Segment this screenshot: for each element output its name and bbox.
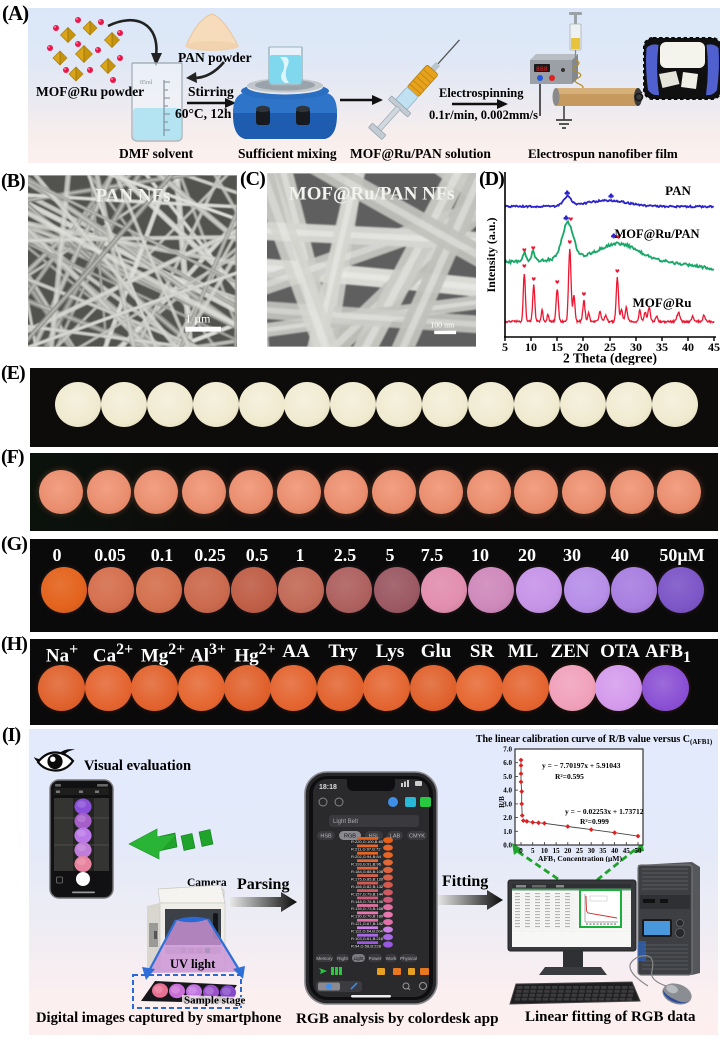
svg-text:45: 45 — [708, 340, 720, 354]
svg-text:4.0: 4.0 — [503, 787, 512, 795]
svg-text:15: 15 — [551, 340, 563, 354]
svg-text:R:112,G:64,B:204: R:112,G:64,B:204 — [351, 929, 384, 934]
svg-text:R²=0.999: R²=0.999 — [580, 817, 609, 826]
svg-text:CMYK: CMYK — [409, 834, 425, 840]
svg-text:50: 50 — [635, 847, 643, 855]
svg-text:Work: Work — [386, 956, 397, 961]
svg-text:Stirring: Stirring — [188, 84, 234, 99]
svg-text:PAN NFs: PAN NFs — [96, 185, 171, 206]
svg-text:15: 15 — [553, 847, 561, 855]
svg-text:20: 20 — [564, 847, 572, 855]
svg-text:1 µm: 1 µm — [185, 312, 211, 326]
svg-text:R/B: R/B — [498, 796, 506, 808]
svg-text:PAN powder: PAN powder — [178, 50, 252, 65]
svg-text:Visual evaluation: Visual evaluation — [84, 758, 191, 774]
svg-text:Electrospun nanofiber film: Electrospun nanofiber film — [528, 146, 678, 161]
svg-text:Parsing: Parsing — [237, 876, 289, 893]
svg-text:5: 5 — [531, 847, 535, 855]
svg-text:2.0: 2.0 — [503, 814, 512, 822]
svg-text:R:148,G:76,B:156: R:148,G:76,B:156 — [351, 899, 384, 904]
svg-text:20: 20 — [577, 340, 589, 354]
svg-text:R:202,G:94,B:84: R:202,G:94,B:84 — [351, 854, 382, 859]
svg-text:LAB: LAB — [390, 834, 401, 840]
svg-text:1.0: 1.0 — [503, 828, 512, 836]
svg-text:40: 40 — [611, 847, 619, 855]
svg-text:RGB: RGB — [344, 834, 356, 840]
svg-text:3.0: 3.0 — [503, 800, 512, 808]
svg-text:y = − 0.02253x + 1.73712: y = − 0.02253x + 1.73712 — [565, 807, 644, 816]
svg-text:35: 35 — [599, 847, 607, 855]
svg-text:MOF@Ru/PAN solution: MOF@Ru/PAN solution — [350, 146, 491, 161]
svg-text:MOF@Ru/PAN NFs: MOF@Ru/PAN NFs — [289, 183, 455, 204]
svg-text:30: 30 — [588, 847, 596, 855]
svg-text:Fitting: Fitting — [442, 873, 488, 890]
svg-text:R:94,G:58,B:228: R:94,G:58,B:228 — [351, 944, 382, 949]
svg-text:MOF@Ru/PAN: MOF@Ru/PAN — [615, 227, 700, 241]
svg-text:25: 25 — [604, 340, 616, 354]
svg-text:PAN: PAN — [665, 183, 691, 198]
svg-text:y = − 7.70197x + 5.91043: y = − 7.70197x + 5.91043 — [542, 761, 621, 770]
svg-text:0.1r/min, 0.002mm/s: 0.1r/min, 0.002mm/s — [429, 108, 538, 122]
svg-text:MOF@Ru: MOF@Ru — [632, 295, 691, 310]
svg-text:Light: Light — [354, 956, 365, 961]
svg-text:R²=0.595: R²=0.595 — [555, 772, 584, 781]
svg-text:5: 5 — [502, 340, 508, 354]
svg-text:AFB1 Concentration (µM): AFB1 Concentration (µM) — [538, 854, 622, 862]
svg-text:10: 10 — [525, 340, 537, 354]
svg-text:0.0: 0.0 — [503, 842, 512, 850]
svg-text:DMF solvent: DMF solvent — [119, 146, 194, 161]
svg-text:R:175,G:85,B:120: R:175,G:85,B:120 — [351, 877, 384, 882]
svg-text:18:18: 18:18 — [319, 784, 337, 791]
svg-text:R:130,G:70,B:180: R:130,G:70,B:180 — [351, 914, 384, 919]
svg-text:40: 40 — [682, 340, 694, 354]
svg-text:6.0: 6.0 — [503, 759, 512, 767]
svg-text:R:166,G:82,B:132: R:166,G:82,B:132 — [351, 884, 384, 889]
svg-text:R:103,G:61,B:216: R:103,G:61,B:216 — [351, 936, 384, 941]
svg-text:30: 30 — [630, 340, 642, 354]
svg-text:Intensity (a.u.): Intensity (a.u.) — [484, 217, 498, 292]
svg-text:R:121,G:67,B:192: R:121,G:67,B:192 — [351, 921, 384, 926]
svg-text:R:184,G:88,B:108: R:184,G:88,B:108 — [351, 869, 384, 874]
svg-text:HSL: HSL — [369, 834, 380, 840]
svg-text:10: 10 — [541, 847, 549, 855]
svg-text:45: 45 — [623, 847, 631, 855]
svg-text:R:211,G:97,B:72: R:211,G:97,B:72 — [351, 847, 381, 852]
svg-text:7.0: 7.0 — [503, 746, 512, 754]
svg-text:888: 888 — [536, 66, 548, 73]
svg-text:MOF@Ru powder: MOF@Ru powder — [36, 84, 144, 99]
svg-text:Electrospinning: Electrospinning — [439, 86, 524, 100]
svg-text:HSB: HSB — [320, 834, 332, 840]
svg-text:Sample stage: Sample stage — [184, 995, 246, 1007]
svg-text:UV light: UV light — [170, 957, 216, 971]
svg-text:Memory: Memory — [316, 956, 333, 961]
svg-text:5.0: 5.0 — [503, 773, 512, 781]
svg-text:0: 0 — [519, 847, 523, 855]
svg-text:25: 25 — [576, 847, 584, 855]
svg-text:R:139,G:73,B:168: R:139,G:73,B:168 — [351, 906, 384, 911]
svg-text:100 nm: 100 nm — [430, 321, 455, 330]
svg-text:35: 35 — [656, 340, 668, 354]
svg-text:Sufficient mixing: Sufficient mixing — [238, 146, 337, 161]
svg-text:60°C, 12h: 60°C, 12h — [175, 106, 232, 121]
svg-text:Light Belt: Light Belt — [333, 819, 358, 825]
svg-text:R:193,G:91,B:96: R:193,G:91,B:96 — [351, 862, 382, 867]
svg-text:2 Theta (degree): 2 Theta (degree) — [563, 351, 657, 366]
svg-text:R:157,G:79,B:144: R:157,G:79,B:144 — [351, 891, 384, 896]
svg-text:85ml: 85ml — [140, 80, 153, 86]
svg-text:The linear calibration curve o: The linear calibration curve of R/B valu… — [476, 734, 713, 746]
svg-text:Physical: Physical — [400, 956, 417, 961]
svg-text:Right: Right — [337, 956, 348, 961]
svg-text:R:220,G:100,B:60: R:220,G:100,B:60 — [351, 839, 384, 844]
svg-text:Power: Power — [369, 956, 382, 961]
